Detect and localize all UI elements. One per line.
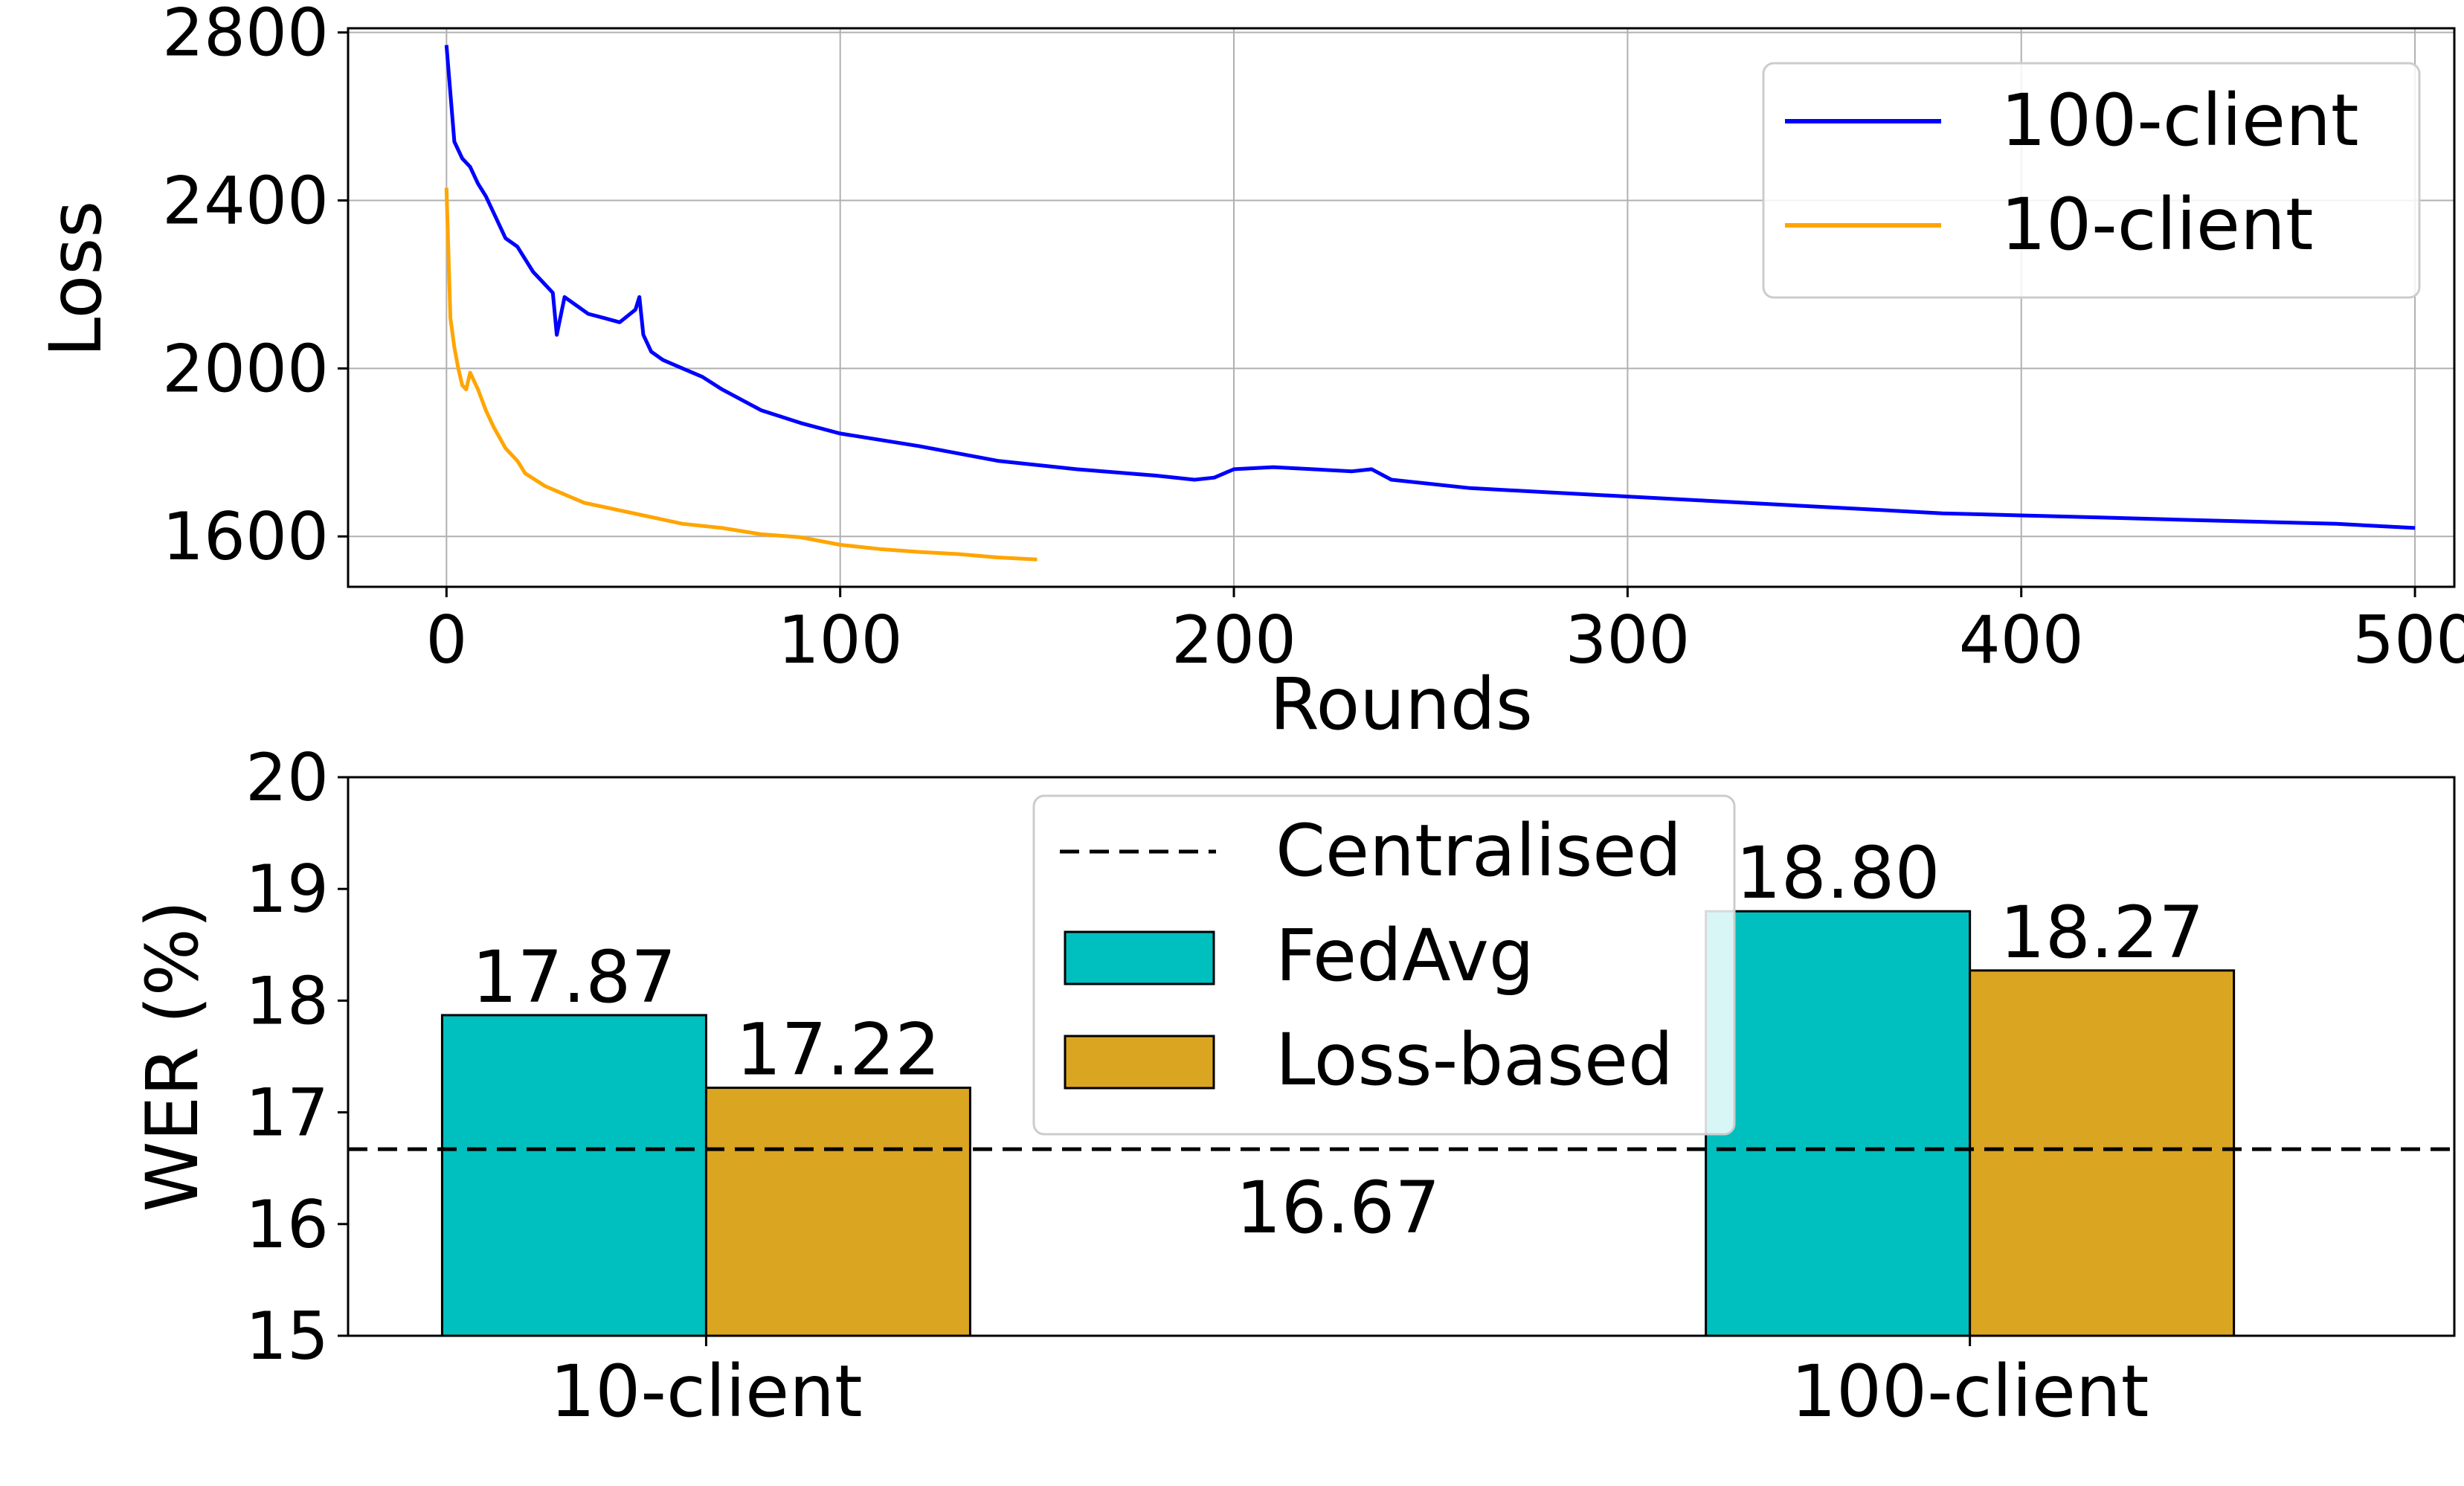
wer-bar-value-labels: 17.87 17.22 18.80 18.27 [472, 832, 2204, 1091]
wer-y-tick-label: 15 [245, 1298, 329, 1374]
wer-chart: 16.67 17.87 17.22 18.80 18.27 10-client 100-… [131, 739, 2456, 1433]
loss-x-tick-label: 100 [778, 602, 903, 678]
loss-x-axis-label: Rounds [1270, 663, 1533, 746]
loss-x-tick-label: 0 [425, 602, 467, 678]
bar-fedavg-100-client [1705, 910, 1972, 1337]
loss-x-tick-label: 300 [1565, 602, 1690, 678]
loss-y-axis-label: Loss [34, 201, 118, 358]
loss-y-ticks: 1600 2000 2400 2800 [162, 0, 348, 575]
loss-x-ticks: 0 100 200 300 400 500 [425, 587, 2464, 678]
bar-fedavg-10-client [440, 1014, 707, 1337]
loss-y-tick-label: 2000 [162, 330, 329, 407]
loss-x-tick-label: 500 [2352, 602, 2464, 678]
wer-y-tick-label: 18 [245, 962, 329, 1039]
wer-x-ticks: 10-client 100-client [550, 1336, 2149, 1433]
legend-label-fedavg: FedAvg [1276, 914, 1534, 997]
legend-label-100-client: 100-client [2001, 79, 2359, 162]
legend-swatch-fedavg [1064, 930, 1215, 985]
legend-label-10-client: 10-client [2001, 183, 2313, 266]
wer-y-ticks: 15 16 17 18 19 20 [245, 739, 348, 1374]
centralised-value-label: 16.67 [1236, 1166, 1441, 1249]
wer-y-tick-label: 16 [245, 1186, 329, 1263]
bar-loss-based-100-client [1969, 969, 2236, 1337]
loss-series-lines [444, 45, 2416, 562]
wer-plot-frame [347, 776, 2456, 1337]
bar-value-label: 17.22 [736, 1009, 941, 1092]
loss-chart: 0 100 200 300 400 500 1600 2000 2400 2800 Rounds… [34, 0, 2464, 746]
loss-legend: 100-client 10-client [1762, 62, 2421, 299]
wer-y-tick-label: 17 [245, 1075, 329, 1151]
loss-x-tick-label: 200 [1171, 602, 1296, 678]
bar-loss-based-10-client [704, 1087, 971, 1337]
wer-bars [440, 910, 2236, 1337]
wer-x-tick-label: 100-client [1791, 1350, 2149, 1433]
loss-x-tick-label: 400 [1959, 602, 2084, 678]
loss-y-tick-label: 2800 [162, 0, 329, 71]
bar-value-label: 18.80 [1736, 832, 1940, 915]
wer-y-tick-label: 20 [245, 739, 329, 816]
legend-swatch-loss-based [1064, 1035, 1215, 1090]
loss-y-tick-label: 2400 [162, 163, 329, 239]
loss-plot-frame [347, 27, 2456, 588]
legend-label-centralised: Centralised [1276, 809, 1682, 892]
loss-y-tick-label: 1600 [162, 498, 329, 575]
wer-y-axis-label: WER (%) [131, 901, 214, 1212]
wer-legend: Centralised FedAvg Loss-based [1032, 794, 1736, 1136]
wer-y-tick-label: 19 [245, 851, 329, 927]
wer-x-tick-label: 10-client [550, 1350, 862, 1433]
series-line-10-client [444, 187, 1038, 562]
legend-label-loss-based: Loss-based [1276, 1018, 1673, 1101]
bar-value-label: 18.27 [2000, 891, 2204, 974]
bar-value-label: 17.87 [472, 936, 677, 1019]
series-line-100-client [444, 45, 2416, 530]
